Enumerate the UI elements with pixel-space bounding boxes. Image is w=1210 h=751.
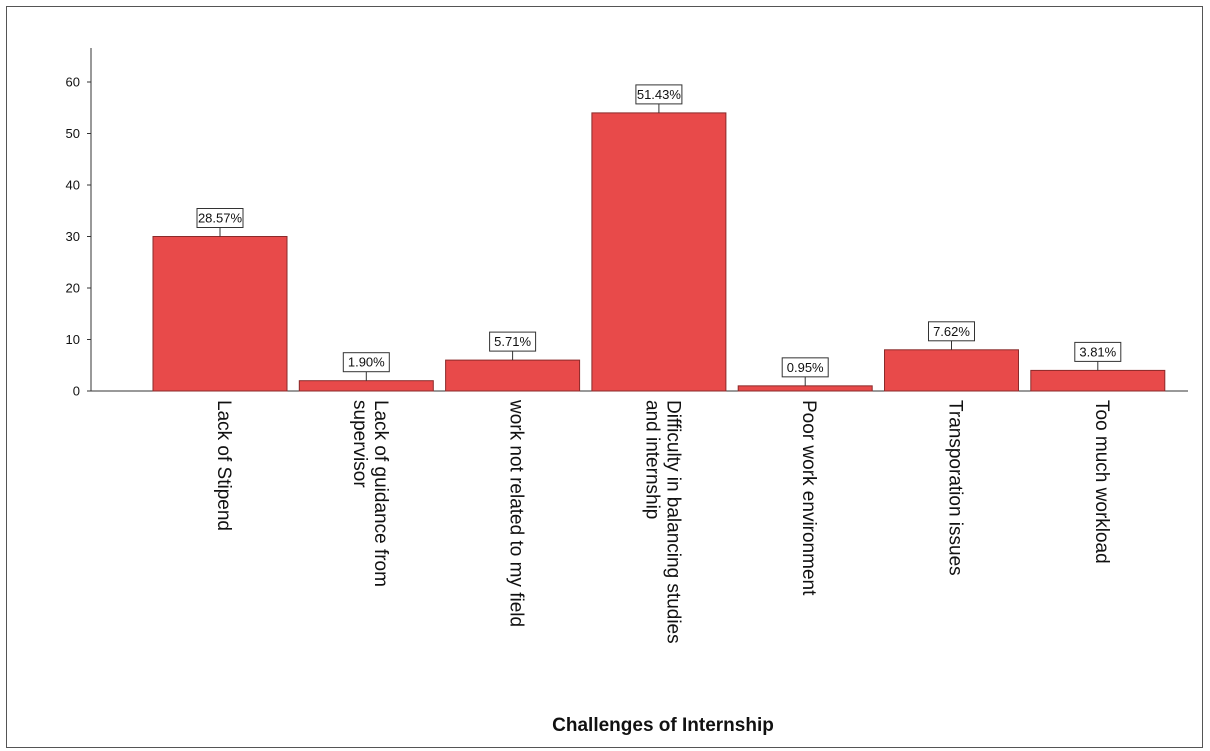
y-tick-label: 60 [66,75,80,90]
category-label-line: Difficulty in balancing studies [662,400,683,644]
data-label: 7.62% [933,324,970,339]
data-label: 51.43% [637,87,682,102]
y-tick-label: 50 [66,126,80,141]
y-tick-label: 30 [66,229,80,244]
bar [298,380,434,392]
bar [884,349,1019,392]
y-tick-label: 0 [73,384,80,399]
bar [1030,369,1166,392]
data-label: 1.90% [348,355,385,370]
category-label-line: work not related to my field [506,399,527,627]
bar [445,359,581,392]
category-label: Transporation issues [945,400,966,576]
data-label-box [781,357,829,378]
x-axis-title: Challenges of Internship [552,715,774,736]
y-tick-label: 40 [66,178,80,193]
y-tick-label: 20 [66,281,80,296]
category-label-line: Too much workload [1091,400,1112,564]
bar [591,112,727,392]
category-label-line: Lack of Stipend [213,400,234,531]
chart-labels: 28.57% Lack of Stipend 1.90% Lack of guidan… [196,84,1122,644]
bar [737,385,873,392]
chart-frame [6,6,1203,748]
chart-bars [152,112,1166,392]
data-label-box [635,84,683,105]
category-label-line: Transporation issues [945,400,966,576]
bar [152,236,288,392]
data-label: 5.71% [494,334,531,349]
data-label-box [1074,341,1122,362]
category-label-line: Poor work environment [798,400,819,596]
data-label: 3.81% [1079,344,1116,359]
data-label-box [196,208,244,228]
category-label-line: Lack of guidance from [370,400,391,587]
y-tick-label: 10 [66,332,80,347]
data-label: 0.95% [787,360,824,375]
data-label-box [342,352,390,373]
category-label: Too much workload [1091,400,1112,564]
category-label-line: and internship [641,400,662,519]
data-label-box [489,331,537,352]
category-label: work not related to my field [506,399,527,627]
category-label-line: supervisor [349,400,370,488]
data-label: 28.57% [198,211,243,226]
category-label: Lack of Stipend [213,400,234,531]
data-label-box [928,321,975,342]
category-label: Poor work environment [798,400,819,596]
